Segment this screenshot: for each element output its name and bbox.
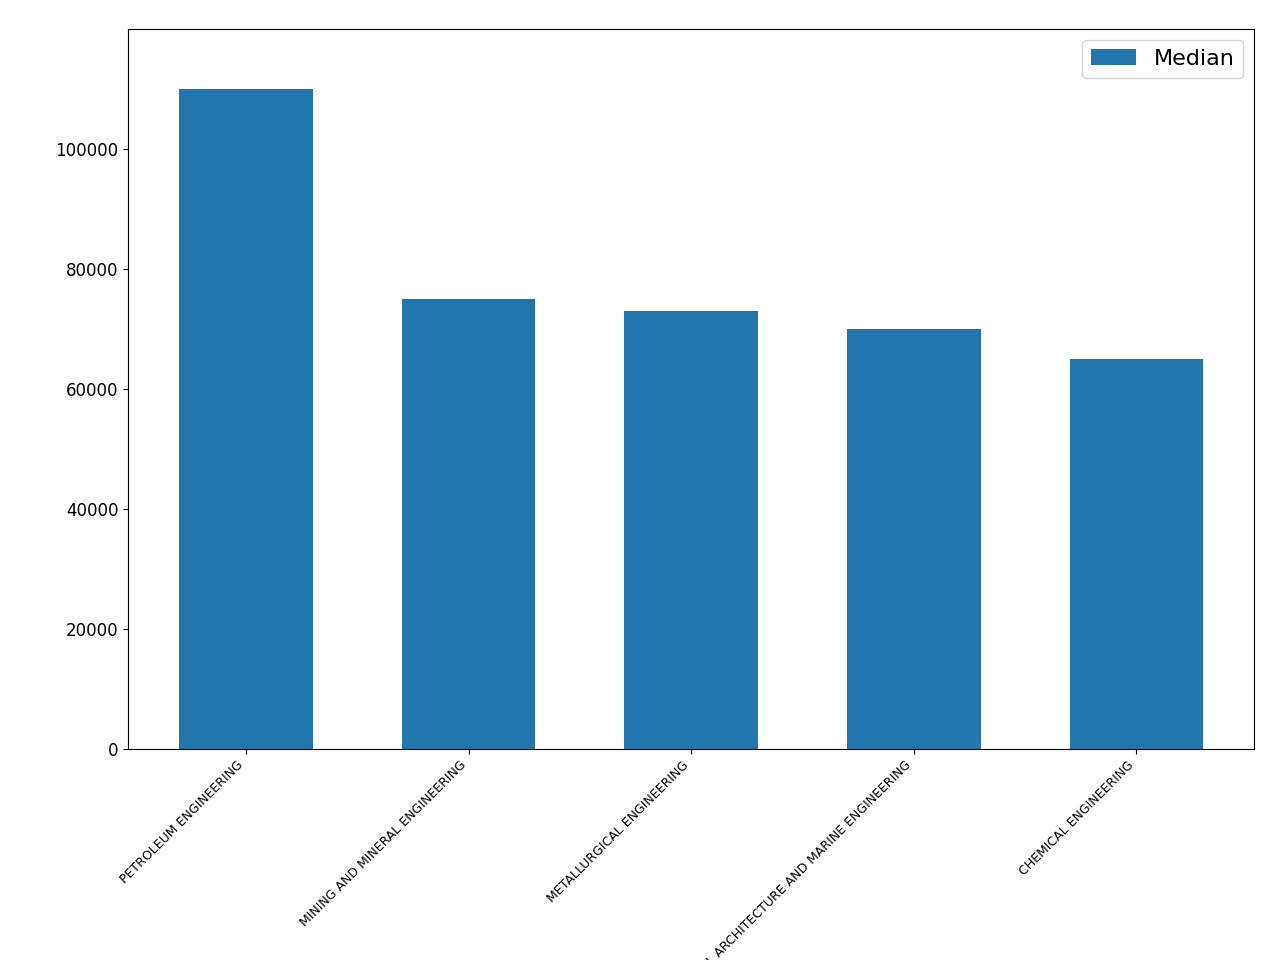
- Bar: [402, 299, 535, 749]
- Bar: [1070, 359, 1203, 749]
- Bar: [625, 311, 758, 749]
- Legend: Median: Median: [1083, 40, 1243, 78]
- Bar: [847, 328, 980, 749]
- Bar: [179, 88, 312, 749]
